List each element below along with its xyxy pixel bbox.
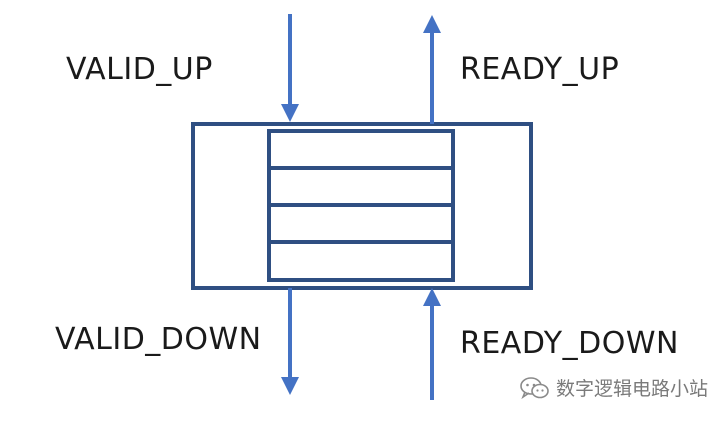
- valid-down-arrow: [281, 288, 299, 395]
- ready-down-label: READY_DOWN: [460, 326, 679, 361]
- valid-down-label: VALID_DOWN: [55, 322, 262, 357]
- ready-up-arrow: [423, 15, 441, 124]
- ready-down-arrow: [423, 288, 441, 400]
- outer-module-box: [191, 122, 533, 290]
- valid-up-arrow: [281, 14, 299, 122]
- wechat-icon: [520, 376, 549, 399]
- ready-up-label: READY_UP: [460, 52, 620, 87]
- valid-up-label: VALID_UP: [66, 52, 213, 87]
- watermark-text: 数字逻辑电路小站: [555, 378, 708, 400]
- watermark: 数字逻辑电路小站: [520, 374, 708, 401]
